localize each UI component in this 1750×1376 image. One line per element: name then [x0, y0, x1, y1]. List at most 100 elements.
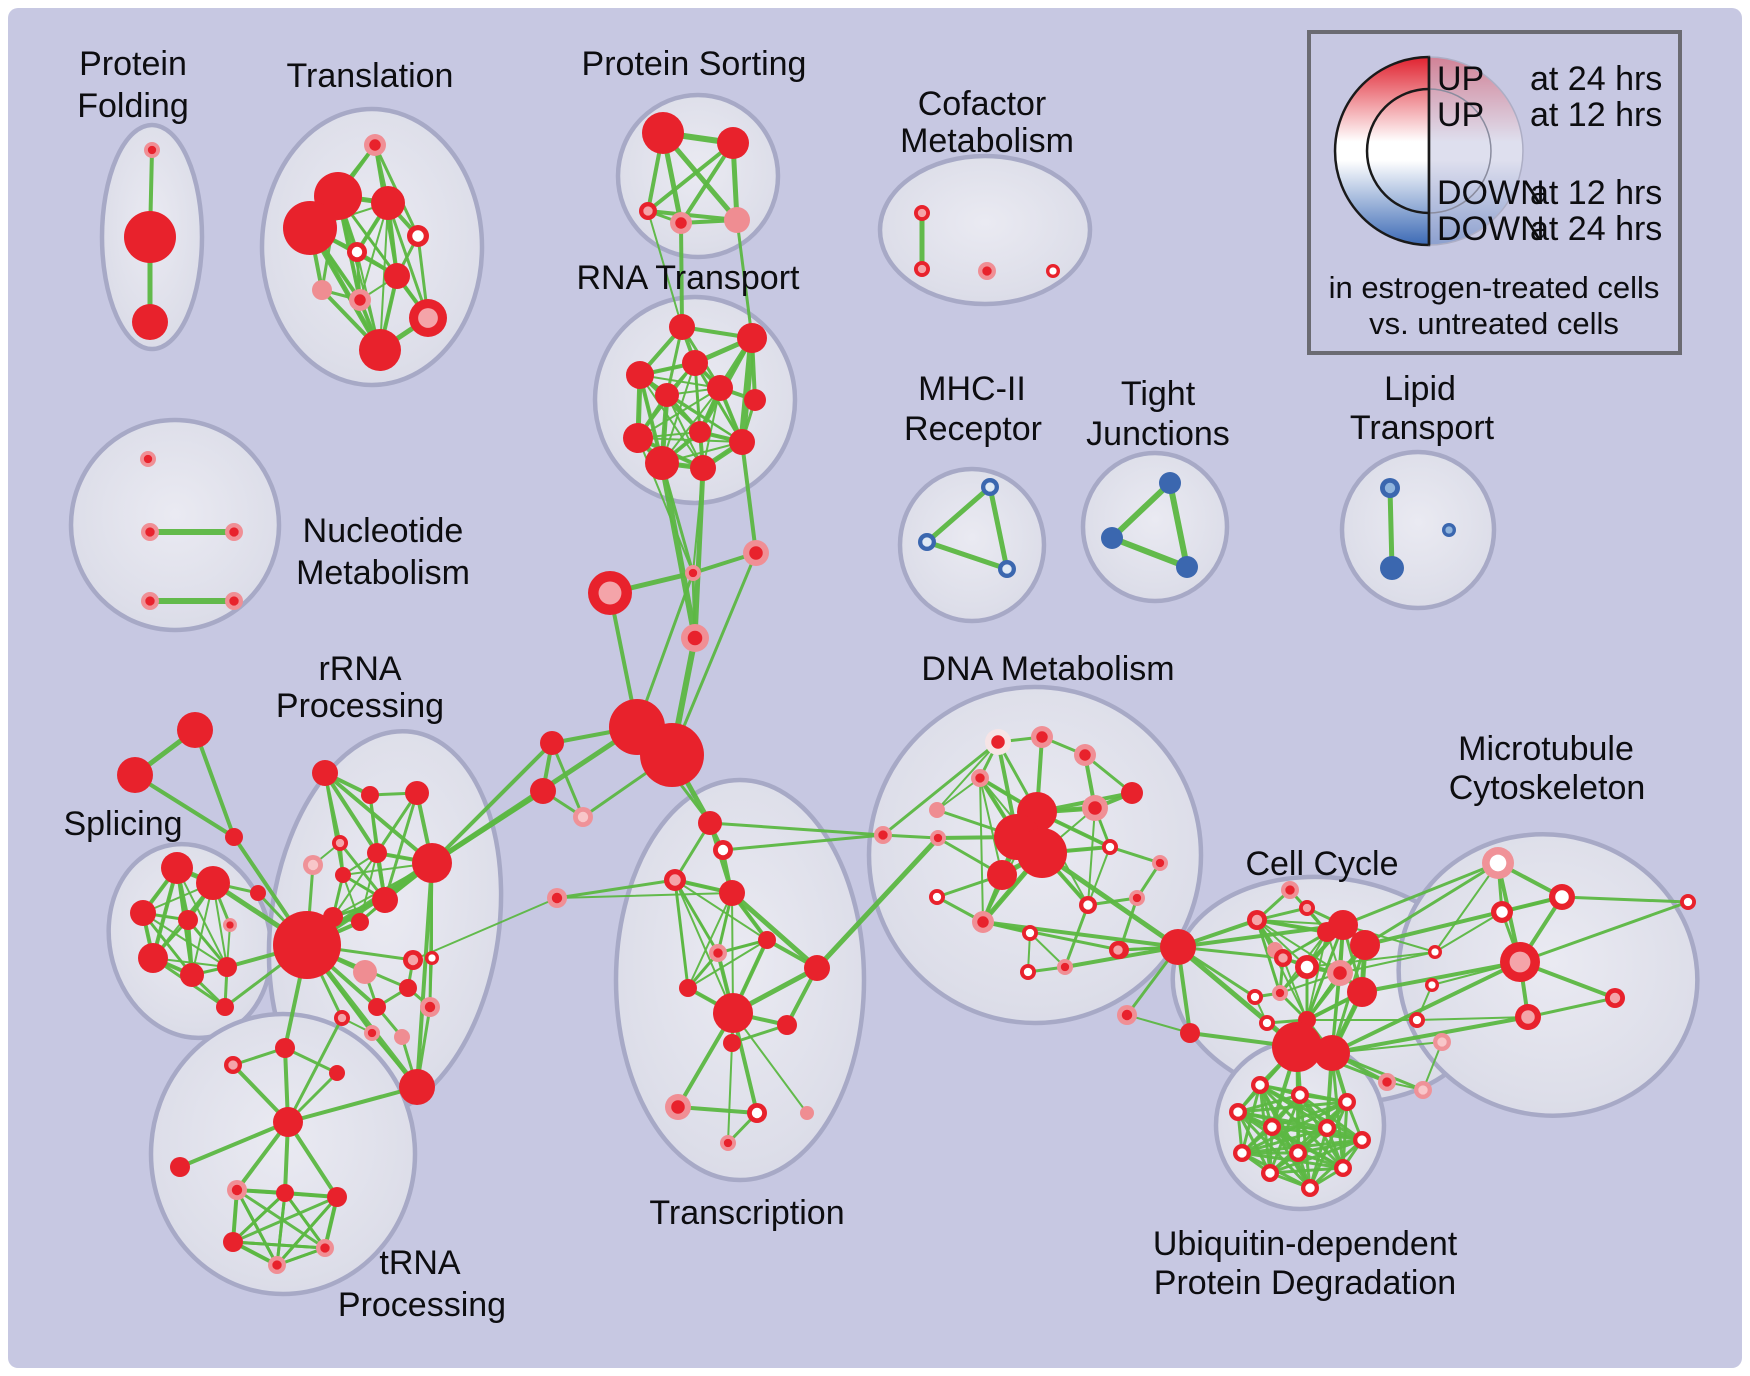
node: [645, 446, 679, 480]
node: [685, 565, 701, 581]
edge: [379, 202, 389, 351]
legend-direction-3: DOWN: [1437, 210, 1545, 248]
node: [361, 786, 379, 804]
cluster-mhc-ii-receptor: [897, 466, 1047, 624]
cluster-labels-layer: Protein Folding Translation Protein Sorting…: [63, 45, 1645, 1324]
cluster-label-rna-transport: RNA Transport: [577, 259, 801, 297]
cluster-cofactor-metabolism: [877, 153, 1093, 307]
node: [588, 571, 632, 615]
edge: [979, 777, 984, 923]
node: [743, 540, 769, 566]
edge: [1296, 1138, 1364, 1155]
node: [804, 955, 830, 981]
legend-glyph-left-half: [1333, 55, 1431, 247]
cluster-label-splicing: Splicing: [63, 805, 182, 843]
cluster-label-dna-metabolism: DNA Metabolism: [921, 650, 1174, 688]
edge: [1236, 1110, 1364, 1142]
node: [177, 712, 213, 748]
node: [540, 731, 564, 755]
edge: [383, 791, 419, 902]
cluster-label-ubiquitin-degradation: Ubiquitin-dependent: [1153, 1225, 1458, 1263]
edge: [666, 394, 743, 443]
legend-time-3: at 24 hrs: [1530, 210, 1662, 248]
edge: [1526, 996, 1617, 1019]
node: [1289, 1144, 1307, 1162]
edge: [1063, 903, 1090, 969]
legend-footer-line-0: in estrogen-treated cells: [1329, 270, 1660, 305]
node: [720, 1135, 736, 1151]
node: [359, 329, 401, 371]
edge: [646, 141, 735, 213]
node: [1491, 901, 1513, 923]
edge: [386, 201, 430, 320]
edge: [738, 334, 756, 446]
node: [1338, 1093, 1356, 1111]
edge: [1236, 1093, 1302, 1114]
node: [1251, 1076, 1269, 1094]
legend-time-0: at 24 hrs: [1530, 60, 1662, 98]
node: [1259, 1015, 1275, 1031]
node: [914, 261, 930, 277]
edge: [1363, 861, 1500, 947]
node: [918, 533, 936, 551]
node: [1515, 1004, 1541, 1030]
node: [1074, 744, 1096, 766]
node: [1233, 1144, 1251, 1162]
edge: [987, 484, 1010, 572]
edge: [1167, 480, 1190, 570]
edge: [1416, 1016, 1529, 1021]
edge: [676, 1105, 759, 1115]
node: [367, 843, 387, 863]
cluster-label-tight-junctions: Junctions: [1086, 415, 1230, 453]
edge: [332, 852, 378, 918]
node: [1121, 782, 1143, 804]
node: [276, 1184, 294, 1202]
edge: [1268, 1138, 1364, 1175]
node: [655, 383, 679, 407]
cluster-label-nucleotide-metabolism: Metabolism: [296, 554, 470, 592]
edge: [814, 835, 941, 971]
node: [1117, 1005, 1137, 1025]
node: [1281, 881, 1299, 899]
cluster-label-transcription: Transcription: [649, 1194, 844, 1232]
node: [800, 1106, 814, 1120]
node: [117, 757, 153, 793]
node: [1101, 527, 1123, 549]
cluster-label-cofactor-metabolism: Metabolism: [900, 122, 1074, 160]
node: [1022, 925, 1038, 941]
node: [224, 1056, 242, 1074]
edge: [647, 210, 683, 328]
node: [1380, 556, 1404, 580]
node: [1291, 1086, 1309, 1104]
edge: [731, 892, 734, 1014]
edge: [556, 892, 733, 899]
node: [180, 963, 204, 987]
node: [335, 867, 351, 883]
cluster-label-ubiquitin-degradation: Protein Degradation: [1154, 1264, 1456, 1302]
node: [717, 127, 749, 159]
node: [216, 998, 234, 1016]
node: [1334, 1159, 1352, 1177]
edge: [1108, 845, 1162, 865]
edge: [142, 912, 228, 968]
cluster-label-translation: Translation: [287, 57, 454, 95]
edge: [692, 465, 706, 641]
node: [273, 1107, 303, 1137]
cluster-nucleotide-metabolism: [68, 417, 282, 633]
cluster-trna-processing: [148, 1011, 418, 1297]
node: [1299, 900, 1315, 916]
node: [573, 807, 593, 827]
edge: [674, 879, 768, 941]
node: [225, 828, 243, 846]
node: [530, 778, 556, 804]
node: [930, 830, 946, 846]
node: [547, 888, 567, 908]
cluster-label-rrna-processing: Processing: [276, 687, 444, 725]
node: [412, 843, 452, 883]
node: [384, 263, 410, 289]
cluster-label-rrna-processing: rRNA: [318, 650, 401, 688]
node: [985, 729, 1011, 755]
edge: [415, 861, 434, 1089]
edge: [1270, 1125, 1364, 1142]
